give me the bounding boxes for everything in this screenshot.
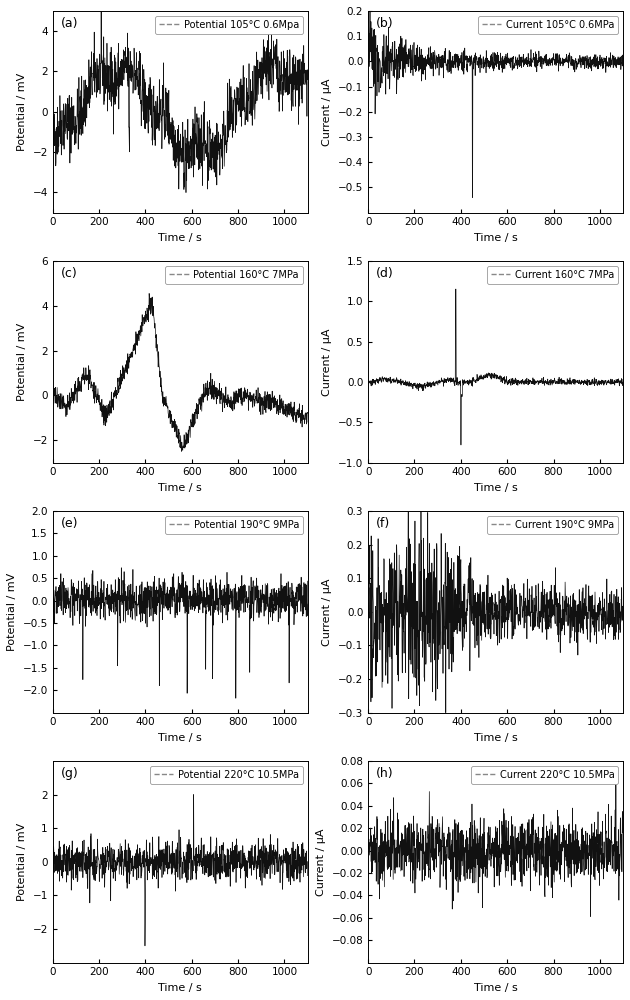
Y-axis label: Potential / mV: Potential / mV bbox=[7, 573, 17, 651]
X-axis label: Time / s: Time / s bbox=[158, 483, 202, 493]
Legend: Potential 105°C 0.6Mpa: Potential 105°C 0.6Mpa bbox=[156, 16, 303, 34]
Legend: Potential 190°C 9MPa: Potential 190°C 9MPa bbox=[165, 516, 303, 534]
Legend: Potential 220°C 10.5MPa: Potential 220°C 10.5MPa bbox=[150, 766, 303, 784]
Y-axis label: Current / μA: Current / μA bbox=[316, 828, 326, 896]
X-axis label: Time / s: Time / s bbox=[474, 733, 517, 743]
X-axis label: Time / s: Time / s bbox=[474, 483, 517, 493]
Text: (e): (e) bbox=[60, 517, 78, 530]
Y-axis label: Current / μA: Current / μA bbox=[323, 578, 333, 646]
Legend: Potential 160°C 7MPa: Potential 160°C 7MPa bbox=[165, 266, 303, 284]
Text: (h): (h) bbox=[375, 767, 393, 780]
Y-axis label: Current / μA: Current / μA bbox=[323, 78, 333, 146]
Legend: Current 220°C 10.5MPa: Current 220°C 10.5MPa bbox=[471, 766, 618, 784]
Y-axis label: Potential / mV: Potential / mV bbox=[17, 323, 27, 401]
Text: (d): (d) bbox=[375, 267, 394, 280]
Y-axis label: Potential / mV: Potential / mV bbox=[17, 73, 27, 151]
X-axis label: Time / s: Time / s bbox=[158, 733, 202, 743]
Legend: Current 190°C 9MPa: Current 190°C 9MPa bbox=[487, 516, 618, 534]
Legend: Current 105°C 0.6MPa: Current 105°C 0.6MPa bbox=[478, 16, 618, 34]
Text: (b): (b) bbox=[375, 17, 393, 30]
X-axis label: Time / s: Time / s bbox=[474, 233, 517, 243]
Text: (g): (g) bbox=[60, 767, 78, 780]
Text: (f): (f) bbox=[375, 517, 390, 530]
X-axis label: Time / s: Time / s bbox=[474, 983, 517, 993]
Y-axis label: Current / μA: Current / μA bbox=[323, 328, 333, 396]
Text: (c): (c) bbox=[60, 267, 77, 280]
X-axis label: Time / s: Time / s bbox=[158, 983, 202, 993]
X-axis label: Time / s: Time / s bbox=[158, 233, 202, 243]
Legend: Current 160°C 7MPa: Current 160°C 7MPa bbox=[487, 266, 618, 284]
Text: (a): (a) bbox=[60, 17, 78, 30]
Y-axis label: Potential / mV: Potential / mV bbox=[17, 823, 27, 901]
